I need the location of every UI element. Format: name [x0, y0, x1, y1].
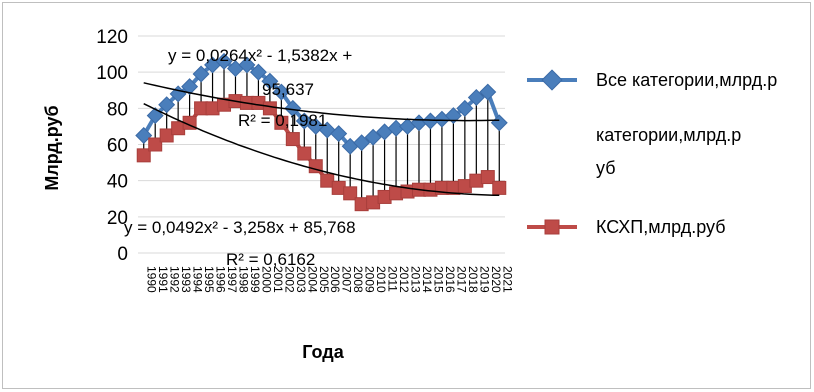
- y-tick-labels: 0 20 40 60 80 100 120: [96, 27, 128, 265]
- y-axis-title: Млрд.руб: [42, 105, 62, 190]
- x-tick-label: 1992: [168, 266, 182, 293]
- data-point-all: [215, 52, 233, 70]
- data-point-all: [135, 126, 153, 144]
- data-point-all: [330, 125, 348, 143]
- data-point-kshp: [148, 137, 163, 152]
- trendline-1: [143, 103, 500, 197]
- data-point-kshp: [274, 115, 289, 130]
- legend-label-all-line2: уб: [596, 158, 616, 178]
- legend-label-kshp: КСХП,млрд.руб: [596, 217, 726, 237]
- x-tick-label: 2012: [397, 266, 411, 293]
- data-point-kshp: [320, 173, 335, 188]
- data-point-kshp: [343, 186, 358, 201]
- y-tick-label: 100: [96, 63, 128, 84]
- data-point-all: [272, 83, 290, 101]
- trendline-r2-kshp: R² = 0,6162: [226, 250, 315, 269]
- x-tick-label: 1996: [214, 266, 228, 293]
- legend-label-all-mid: категории,млрд.р: [596, 125, 741, 145]
- y-tick-label: 60: [107, 136, 128, 157]
- x-tick-label: 1991: [156, 266, 170, 293]
- trendlines: [143, 82, 500, 197]
- x-tick-label: 1997: [225, 266, 239, 293]
- x-tick-label: 2006: [328, 266, 342, 293]
- x-tick-label: 2010: [374, 266, 388, 293]
- x-tick-label: 2002: [282, 266, 296, 293]
- data-point-all: [444, 107, 462, 125]
- trendline-equation-all-line1: y = 0,0264x² - 1,5382x +: [168, 46, 352, 65]
- x-tick-label: 2007: [340, 266, 354, 293]
- x-tick-label: 2017: [454, 266, 468, 293]
- data-point-kshp: [285, 132, 300, 147]
- x-tick-label: 1994: [191, 266, 205, 293]
- data-point-kshp: [492, 180, 507, 195]
- x-tick-label: 2014: [420, 266, 434, 293]
- x-tick-label: 2009: [363, 266, 377, 293]
- y-tick-label: 20: [107, 208, 128, 229]
- data-point-all: [181, 78, 199, 96]
- trendline-r2-all: R² = 0,1981: [238, 111, 327, 130]
- data-point-all: [353, 134, 371, 152]
- x-tick-label: 2018: [466, 266, 480, 293]
- data-point-all: [456, 99, 474, 117]
- data-point-all: [479, 83, 497, 101]
- legend-marker-diamond: [541, 69, 563, 91]
- x-tick-label: 2021: [500, 266, 514, 293]
- x-tick-label: 2008: [351, 266, 365, 293]
- x-tick-label: 1995: [202, 266, 216, 293]
- x-axis-title: Года: [302, 342, 344, 362]
- x-tick-label: 2005: [317, 266, 331, 293]
- series-layer: [135, 52, 508, 212]
- data-point-all: [261, 72, 279, 90]
- data-point-kshp: [136, 148, 151, 163]
- legend-marker-square: [544, 219, 560, 235]
- x-tick-label: 2001: [271, 266, 285, 293]
- data-point-kshp: [262, 101, 277, 116]
- data-point-all: [490, 114, 508, 132]
- y-tick-label: 40: [107, 172, 128, 193]
- legend: Все категории,млрд.р уб КСХП,млрд.руб ка…: [527, 69, 777, 237]
- data-point-kshp: [480, 170, 495, 185]
- x-tick-label: 2004: [305, 266, 319, 293]
- data-point-kshp: [297, 146, 312, 161]
- x-tick-label: 2020: [489, 266, 503, 293]
- x-tick-label: 2019: [477, 266, 491, 293]
- x-tick-label: 2011: [386, 266, 400, 292]
- x-tick-labels: 1990199119921993199419951996199719981999…: [145, 266, 515, 293]
- x-tick-label: 2013: [409, 266, 423, 293]
- x-tick-label: 1993: [179, 266, 193, 293]
- x-tick-label: 1999: [248, 266, 262, 293]
- data-point-all: [249, 63, 267, 81]
- data-point-kshp: [159, 128, 174, 143]
- x-tick-label: 2016: [443, 266, 457, 293]
- data-point-all: [284, 99, 302, 117]
- x-tick-label: 2000: [259, 266, 273, 293]
- x-tick-label: 1990: [145, 266, 159, 293]
- data-point-all: [467, 88, 485, 106]
- data-point-all: [364, 128, 382, 146]
- trendline-equation-all-line2: 95,637: [262, 80, 314, 99]
- y-tick-label: 80: [107, 99, 128, 120]
- trendline-equation-kshp: y = 0,0492x² - 3,258x + 85,768: [124, 218, 356, 237]
- trendline-0: [143, 82, 500, 122]
- x-tick-label: 1998: [236, 266, 250, 293]
- x-tick-label: 2003: [294, 266, 308, 293]
- data-point-all: [238, 56, 256, 74]
- x-tick-label: 2015: [431, 266, 445, 293]
- legend-label-all-line1: Все категории,млрд.р: [596, 70, 777, 90]
- data-point-all: [158, 96, 176, 114]
- data-point-all: [387, 119, 405, 137]
- data-point-all: [421, 112, 439, 130]
- y-tick-label: 120: [96, 27, 128, 48]
- data-point-all: [192, 65, 210, 83]
- y-tick-label: 0: [117, 244, 128, 265]
- data-point-all: [295, 112, 313, 130]
